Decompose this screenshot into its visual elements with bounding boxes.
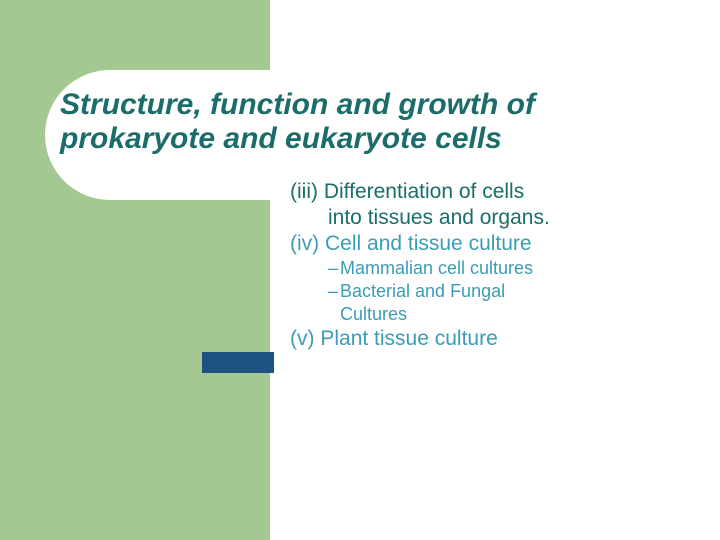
list-text: Plant tissue culture [320,327,497,350]
sub-item-2b: Cultures [290,304,690,325]
dash-icon: – [328,258,340,279]
list-item-iii-line1: (iii) Differentiation of cells [290,180,690,204]
title-line-1: Structure, function and growth of [60,88,660,122]
list-item-iii-line2: into tissues and organs. [290,206,690,230]
dash-icon: – [328,281,340,302]
list-marker: (iii) [290,180,318,203]
sub-text: Mammalian cell cultures [340,258,533,278]
dash-icon [328,304,340,325]
content-block: (iii) Differentiation of cells into tiss… [290,180,690,353]
list-text: Cell and tissue culture [325,232,532,255]
slide-title: Structure, function and growth of prokar… [60,88,660,155]
sub-text: Bacterial and Fungal [340,281,505,301]
list-text: Differentiation of cells [324,180,524,203]
list-item-iv: (iv) Cell and tissue culture [290,232,690,256]
title-line-2: prokaryote and eukaryote cells [60,122,660,156]
list-text: into tissues and organs. [328,206,550,229]
list-item-v: (v) Plant tissue culture [290,327,690,351]
sub-item-2a: –Bacterial and Fungal [290,281,690,302]
sub-item-1: –Mammalian cell cultures [290,258,690,279]
list-marker: (v) [290,327,315,350]
list-marker: (iv) [290,232,319,255]
sub-text: Cultures [340,304,407,324]
accent-bar [202,352,274,373]
